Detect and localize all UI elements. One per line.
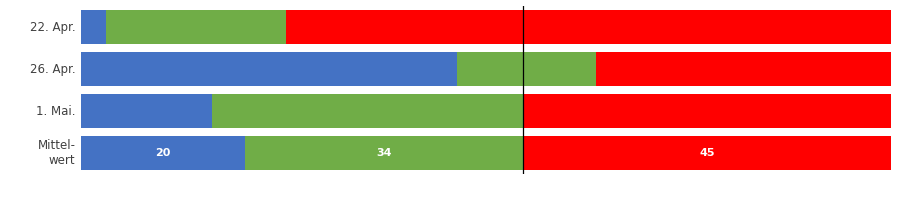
- Bar: [212, 94, 523, 128]
- Bar: [597, 52, 891, 86]
- Text: 45: 45: [699, 148, 715, 158]
- Bar: [105, 10, 285, 45]
- Bar: [523, 94, 891, 128]
- Bar: [81, 52, 457, 86]
- Bar: [245, 136, 523, 170]
- Text: 34: 34: [376, 148, 392, 158]
- Bar: [81, 10, 105, 45]
- Bar: [457, 52, 597, 86]
- Bar: [81, 136, 245, 170]
- Text: 20: 20: [155, 148, 170, 158]
- Bar: [81, 94, 212, 128]
- Bar: [285, 10, 891, 45]
- Bar: [523, 136, 891, 170]
